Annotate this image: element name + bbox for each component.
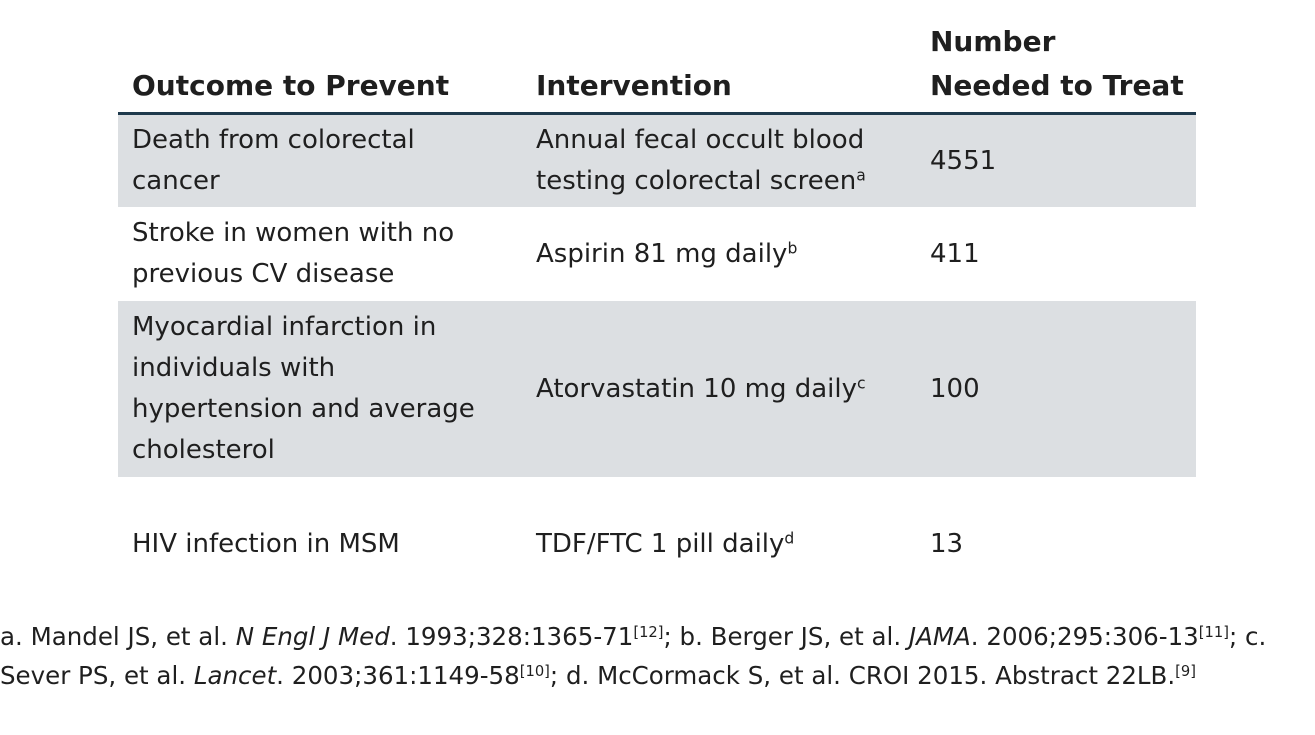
intervention-cell: Annual fecal occult blood testing colore… — [522, 120, 916, 202]
intervention-line: testing colorectal screena — [536, 161, 916, 202]
outcome-cell: Death from colorectal cancer — [118, 120, 522, 202]
footnote-a-author: a. Mandel JS, et al. — [0, 622, 236, 651]
footnote-a: a. Mandel JS, et al. N Engl J Med. 1993;… — [0, 622, 664, 651]
header-nnt-line1: Number — [930, 25, 1056, 58]
footnote-b: ; b. Berger JS, et al. JAMA. 2006;295:30… — [664, 622, 1229, 651]
intervention-line: Atorvastatin 10 mg dailyc — [536, 369, 916, 410]
outcome-line: HIV infection in MSM — [132, 528, 400, 559]
intervention-line: TDF/FTC 1 pill dailyd — [536, 524, 916, 565]
nnt-table: Outcome to Prevent Intervention Number N… — [118, 20, 1196, 611]
intervention-cell: TDF/FTC 1 pill dailyd — [522, 524, 916, 565]
table-row: Stroke in women with no previous CV dise… — [118, 207, 1196, 301]
footnote-d-ref: [9] — [1175, 662, 1196, 680]
footnote-c-citation: . 2003;361:1149-58 — [276, 661, 520, 690]
intervention-line: Annual fecal occult blood — [536, 125, 865, 155]
outcome-line: previous CV disease — [132, 259, 395, 289]
footnote-b-author: ; b. Berger JS, et al. — [663, 622, 909, 651]
footnote-b-citation: . 2006;295:306-13 — [970, 622, 1199, 651]
outcome-line: hypertension and average — [132, 394, 475, 424]
footnote-c: ; c. Sever PS, et al. Lancet. 2003;361:1… — [0, 622, 1266, 690]
outcome-line: cancer — [132, 166, 220, 196]
footnote-marker: d — [784, 528, 795, 547]
table-row: HIV infection in MSM TDF/FTC 1 pill dail… — [118, 477, 1196, 611]
table-header-row: Outcome to Prevent Intervention Number N… — [118, 20, 1196, 115]
outcome-line: Stroke in women with no — [132, 218, 455, 248]
table-row: Death from colorectal cancer Annual feca… — [118, 115, 1196, 207]
footnote-a-ref: [12] — [633, 623, 664, 641]
outcome-line: individuals with — [132, 353, 336, 383]
header-outcome: Outcome to Prevent — [132, 69, 450, 102]
footnote-b-ref: [11] — [1198, 623, 1229, 641]
outcome-line: Death from colorectal — [132, 125, 415, 155]
footnote-c-author: ; c. Sever PS, et al. — [0, 622, 1267, 690]
intervention-text: Aspirin 81 mg daily — [536, 238, 788, 269]
header-intervention: Intervention — [536, 69, 732, 102]
nnt-cell: 13 — [930, 528, 964, 559]
outcome-cell: HIV infection in MSM — [118, 524, 522, 565]
footnote-b-journal: JAMA — [908, 622, 971, 651]
footnote-d: ; d. McCormack S, et al. CROI 2015. Abst… — [550, 661, 1196, 690]
footnote-d-citation: ; d. McCormack S, et al. CROI 2015. Abst… — [549, 661, 1176, 690]
footnote-marker: c — [857, 373, 866, 392]
nnt-cell: 100 — [930, 373, 980, 404]
footnote-a-journal: N Engl J Med — [235, 622, 390, 651]
intervention-text: Atorvastatin 10 mg daily — [536, 373, 857, 404]
footnote-c-ref: [10] — [519, 662, 550, 680]
footnote-c-journal: Lancet — [193, 661, 277, 690]
intervention-text: testing colorectal screen — [536, 166, 857, 196]
intervention-cell: Atorvastatin 10 mg dailyc — [522, 369, 916, 410]
outcome-cell: Myocardial infarction in individuals wit… — [118, 307, 522, 471]
outcome-line: Myocardial infarction in — [132, 312, 437, 342]
nnt-cell: 411 — [930, 238, 980, 269]
footnote-marker: b — [787, 238, 798, 257]
intervention-text: TDF/FTC 1 pill daily — [536, 528, 785, 559]
outcome-line: cholesterol — [132, 435, 275, 465]
header-nnt-line2: Needed to Treat — [930, 69, 1184, 102]
table-row: Myocardial infarction in individuals wit… — [118, 301, 1196, 477]
header-nnt: Number Needed to Treat — [916, 20, 1196, 112]
intervention-cell: Aspirin 81 mg dailyb — [522, 234, 916, 275]
outcome-cell: Stroke in women with no previous CV dise… — [118, 213, 522, 295]
intervention-line: Aspirin 81 mg dailyb — [536, 234, 916, 275]
nnt-cell: 4551 — [930, 145, 997, 176]
footnote-marker: a — [856, 166, 866, 185]
footnote-a-citation: . 1993;328:1365-71 — [389, 622, 634, 651]
footnotes: a. Mandel JS, et al. N Engl J Med. 1993;… — [0, 617, 1312, 695]
